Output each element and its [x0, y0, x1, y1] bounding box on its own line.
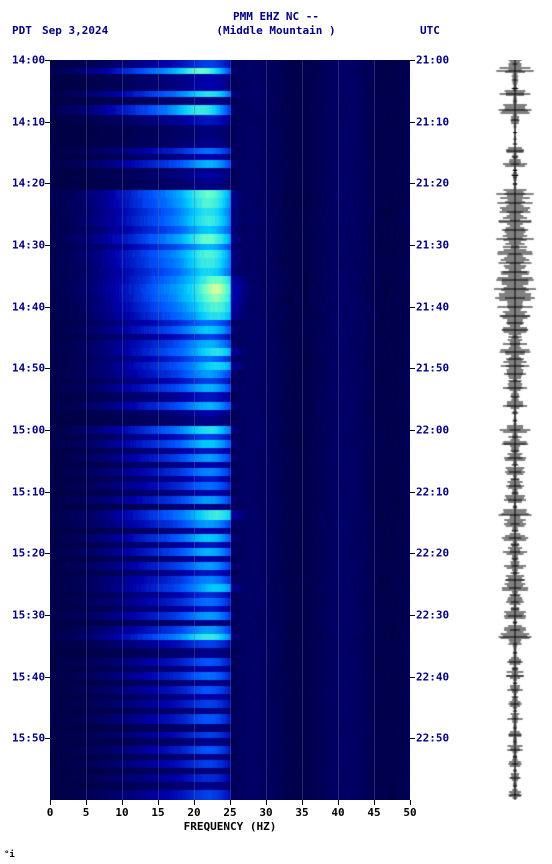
y-tick-right [410, 553, 415, 554]
y-tick-left [45, 307, 50, 308]
y-tick-left [45, 430, 50, 431]
right-timezone-label: UTC [420, 24, 440, 37]
y-tick-right [410, 677, 415, 678]
y-left-label: 15:30 [12, 609, 45, 622]
grid-line-vertical [194, 60, 195, 800]
y-tick-right [410, 245, 415, 246]
chart-container: PMM EHZ NC -- (Middle Mountain ) PDT Sep… [0, 0, 552, 864]
x-label: 25 [223, 806, 236, 819]
left-timezone-label: PDT [12, 24, 32, 37]
y-left-label: 15:10 [12, 485, 45, 498]
y-tick-right [410, 307, 415, 308]
y-left-label: 14:50 [12, 362, 45, 375]
y-tick-right [410, 122, 415, 123]
y-tick-left [45, 677, 50, 678]
y-tick-left [45, 738, 50, 739]
y-left-label: 15:20 [12, 547, 45, 560]
grid-line-vertical [374, 60, 375, 800]
y-right-label: 22:50 [416, 732, 449, 745]
x-label: 0 [47, 806, 54, 819]
y-tick-left [45, 60, 50, 61]
y-tick-right [410, 368, 415, 369]
x-label: 30 [259, 806, 272, 819]
y-left-label: 14:00 [12, 54, 45, 67]
x-tick [194, 800, 195, 805]
grid-line-vertical [230, 60, 231, 800]
y-tick-left [45, 553, 50, 554]
grid-line-vertical [86, 60, 87, 800]
y-tick-right [410, 60, 415, 61]
y-left-label: 15:50 [12, 732, 45, 745]
y-left-label: 14:10 [12, 115, 45, 128]
y-left-label: 14:30 [12, 239, 45, 252]
grid-line-vertical [338, 60, 339, 800]
x-tick [86, 800, 87, 805]
spectrogram-plot [50, 60, 410, 800]
footer-mark: °i [4, 850, 15, 860]
x-tick [122, 800, 123, 805]
x-label: 10 [115, 806, 128, 819]
x-axis-title: FREQUENCY (HZ) [50, 820, 410, 833]
y-right-label: 21:10 [416, 115, 449, 128]
x-label: 40 [331, 806, 344, 819]
y-left-label: 15:00 [12, 424, 45, 437]
x-tick [230, 800, 231, 805]
y-tick-left [45, 615, 50, 616]
x-label: 5 [83, 806, 90, 819]
y-right-label: 21:20 [416, 177, 449, 190]
y-left-label: 14:40 [12, 300, 45, 313]
x-tick [338, 800, 339, 805]
x-label: 35 [295, 806, 308, 819]
y-right-label: 22:10 [416, 485, 449, 498]
x-label: 20 [187, 806, 200, 819]
y-left-label: 14:20 [12, 177, 45, 190]
grid-line-vertical [122, 60, 123, 800]
y-right-label: 22:30 [416, 609, 449, 622]
y-right-label: 22:40 [416, 670, 449, 683]
waveform-canvas [490, 60, 540, 800]
y-tick-right [410, 492, 415, 493]
y-tick-left [45, 368, 50, 369]
x-tick [266, 800, 267, 805]
x-tick [158, 800, 159, 805]
x-label: 50 [403, 806, 416, 819]
y-right-label: 21:00 [416, 54, 449, 67]
y-tick-left [45, 492, 50, 493]
station-code: PMM EHZ NC -- [0, 10, 552, 23]
y-right-label: 22:00 [416, 424, 449, 437]
waveform-plot [490, 60, 540, 800]
y-tick-right [410, 183, 415, 184]
y-right-label: 22:20 [416, 547, 449, 560]
y-tick-right [410, 738, 415, 739]
y-tick-left [45, 183, 50, 184]
y-right-label: 21:30 [416, 239, 449, 252]
x-tick [410, 800, 411, 805]
y-left-label: 15:40 [12, 670, 45, 683]
date-label: Sep 3,2024 [42, 24, 108, 37]
grid-line-vertical [266, 60, 267, 800]
y-tick-right [410, 615, 415, 616]
x-label: 45 [367, 806, 380, 819]
y-tick-left [45, 122, 50, 123]
x-tick [374, 800, 375, 805]
x-label: 15 [151, 806, 164, 819]
x-tick [50, 800, 51, 805]
y-right-label: 21:40 [416, 300, 449, 313]
grid-line-vertical [158, 60, 159, 800]
x-tick [302, 800, 303, 805]
y-tick-right [410, 430, 415, 431]
y-tick-left [45, 245, 50, 246]
grid-line-vertical [302, 60, 303, 800]
y-right-label: 21:50 [416, 362, 449, 375]
